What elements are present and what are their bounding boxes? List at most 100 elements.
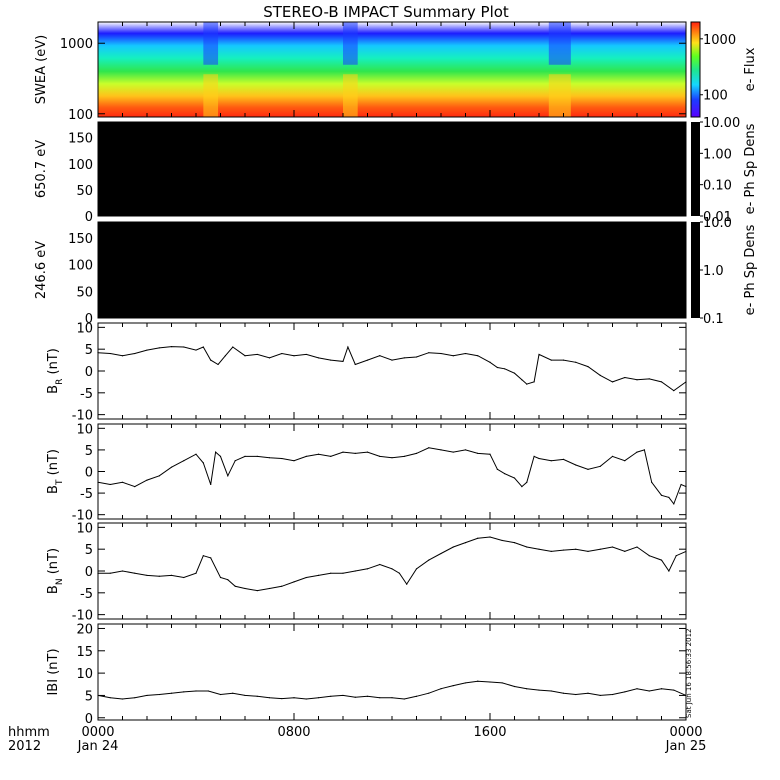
data-point — [562, 359, 565, 361]
data-point — [268, 697, 271, 699]
data-point — [234, 585, 236, 587]
y-tick-label: -5 — [80, 587, 93, 602]
x-tick-label: 1600 — [473, 725, 506, 740]
data-point — [526, 546, 528, 548]
data-point — [232, 692, 234, 694]
data-point — [680, 483, 682, 486]
y-axis-label-main: IBI — [46, 679, 61, 696]
x-tick-sublabel: Jan 24 — [77, 739, 119, 754]
data-point — [183, 460, 185, 462]
data-point — [366, 568, 369, 570]
data-point — [170, 345, 173, 348]
plot-title: STEREO-B IMPACT Summary Plot — [263, 3, 509, 21]
data-point — [158, 347, 160, 349]
panel-5: BT (nT) -10 -5 0 5 10 — [46, 422, 687, 524]
data-point — [195, 690, 197, 692]
panel-bg — [98, 523, 686, 619]
data-point — [464, 449, 467, 451]
data-point — [611, 381, 614, 383]
y-axis-label-subscript: R — [55, 379, 65, 385]
y-tick-label: -10 — [72, 609, 93, 624]
panel-bg — [98, 424, 686, 519]
colorbar-tick-label: 0.01 — [703, 210, 732, 225]
data-point — [668, 570, 670, 572]
data-point — [330, 359, 332, 361]
y-tick-label: 5 — [85, 543, 93, 558]
data-point — [256, 455, 258, 457]
y-tick-label: 0 — [85, 466, 93, 481]
data-point — [224, 355, 226, 357]
panel-3: 246.6 eV 0 50 100 150 0.1 1.0 10.0 e- Ph Sp Dens — [34, 216, 758, 327]
y-tick-label: 10 — [76, 667, 93, 682]
low-flux-band — [343, 22, 358, 65]
data-point — [636, 451, 638, 453]
data-point — [195, 349, 197, 351]
data-point — [391, 568, 393, 570]
field-trace — [97, 447, 687, 505]
data-point — [202, 555, 204, 557]
y-axis-label-unit: (nT) — [46, 548, 61, 578]
data-point — [210, 483, 212, 486]
data-point — [599, 465, 601, 467]
data-point — [489, 361, 491, 363]
y-tick-label: 10 — [76, 422, 93, 437]
data-point — [366, 451, 369, 453]
data-point — [489, 453, 491, 455]
data-point — [587, 692, 589, 694]
data-point — [489, 536, 491, 538]
data-point — [611, 546, 614, 548]
data-point — [227, 475, 229, 477]
y-tick-label: 15 — [76, 645, 93, 660]
data-point — [134, 352, 136, 355]
data-point — [256, 695, 258, 697]
data-point — [195, 572, 197, 574]
colorbar-tick-label: 1.0 — [703, 264, 724, 279]
data-point — [354, 452, 356, 454]
panel-bg — [98, 323, 686, 419]
data-point — [379, 355, 381, 357]
data-point — [550, 359, 552, 361]
data-point — [538, 457, 540, 460]
data-point — [501, 682, 503, 684]
data-point — [521, 486, 523, 488]
colorbar — [691, 222, 700, 318]
data-point — [452, 546, 454, 548]
data-point — [281, 697, 283, 700]
y-axis-label: 246.6 eV — [34, 241, 49, 299]
data-point — [330, 455, 332, 457]
x-tick-label: 0800 — [277, 725, 310, 740]
data-point — [281, 352, 283, 355]
data-point — [501, 539, 503, 542]
data-point — [109, 483, 111, 486]
data-point — [215, 451, 217, 453]
data-point — [158, 693, 160, 696]
data-point — [428, 692, 430, 694]
colorbar-tick-label: 10.00 — [703, 116, 740, 131]
year-label: 2012 — [8, 739, 41, 754]
data-point — [673, 390, 675, 392]
data-point — [403, 455, 405, 457]
colorbar-tick-label: 100 — [703, 89, 728, 104]
low-flux-band — [548, 74, 571, 117]
spectrogram-fill — [98, 222, 686, 318]
data-point — [415, 356, 418, 358]
y-tick-label: 100 — [68, 108, 93, 123]
data-point — [227, 579, 229, 581]
data-point — [366, 695, 369, 697]
data-point — [330, 695, 332, 697]
data-point — [391, 457, 393, 459]
data-point — [268, 457, 271, 459]
data-point — [183, 691, 185, 693]
data-point — [415, 695, 418, 697]
data-point — [464, 542, 467, 544]
data-point — [415, 452, 418, 454]
y-tick-label: 0 — [85, 565, 93, 580]
data-point — [256, 590, 258, 592]
data-point — [513, 685, 516, 688]
data-point — [587, 366, 589, 368]
data-point — [146, 349, 148, 351]
y-axis-label-unit: (nT) — [46, 348, 61, 378]
data-point — [109, 572, 111, 574]
